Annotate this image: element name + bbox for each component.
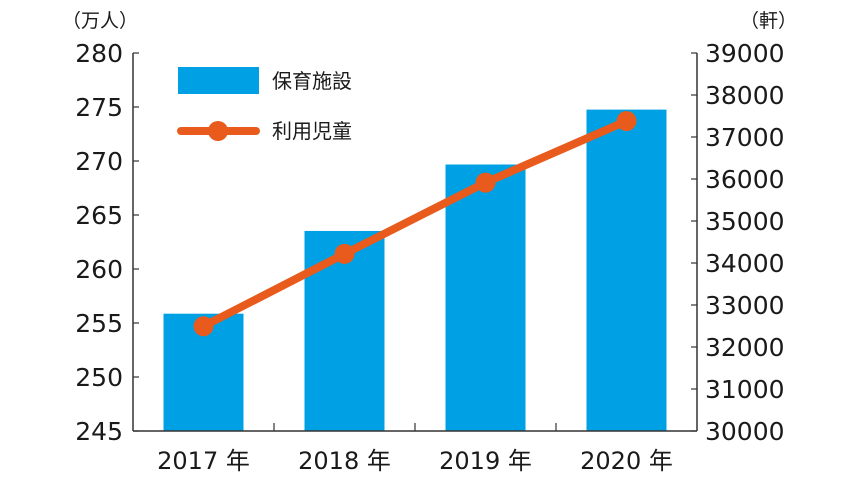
series-line xyxy=(201,117,629,330)
x-tick-label: 2019 年 xyxy=(439,447,532,475)
left-tick-label: 260 xyxy=(75,255,123,284)
legend-label-bar: 保育施設 xyxy=(272,69,352,93)
bar xyxy=(445,164,526,431)
right-tick-label: 37000 xyxy=(705,123,785,152)
bar xyxy=(586,109,667,431)
left-tick-label: 245 xyxy=(75,417,123,446)
right-tick-label: 39000 xyxy=(705,39,785,68)
legend-label-line: 利用児童 xyxy=(272,119,352,143)
x-tick-label: 2017 年 xyxy=(157,447,250,475)
line-point xyxy=(193,316,214,337)
line-point xyxy=(475,172,496,193)
left-tick-label: 265 xyxy=(75,201,123,230)
left-tick-label: 270 xyxy=(75,147,123,176)
line-point xyxy=(334,243,355,264)
right-tick-label: 34000 xyxy=(705,249,785,278)
right-tick-label: 33000 xyxy=(705,291,785,320)
x-tick-label: 2018 年 xyxy=(298,447,391,475)
right-tick-label: 32000 xyxy=(705,333,785,362)
right-axis-unit: （軒） xyxy=(740,10,797,32)
line-point xyxy=(616,111,637,132)
left-axis-unit: （万人） xyxy=(62,10,138,32)
left-tick-label: 280 xyxy=(75,39,123,68)
right-tick-label: 35000 xyxy=(705,207,785,236)
right-tick-label: 31000 xyxy=(705,375,785,404)
right-tick-label: 30000 xyxy=(705,417,785,446)
left-tick-label: 275 xyxy=(75,93,123,122)
legend: 保育施設 利用児童 xyxy=(177,67,352,143)
right-tick-label: 38000 xyxy=(705,81,785,110)
legend-swatch-bar xyxy=(178,67,259,94)
right-tick-label: 36000 xyxy=(705,165,785,194)
x-tick-label: 2020 年 xyxy=(580,447,673,475)
left-tick-label: 250 xyxy=(75,363,123,392)
left-tick-label: 255 xyxy=(75,309,123,338)
legend-marker xyxy=(208,121,228,141)
